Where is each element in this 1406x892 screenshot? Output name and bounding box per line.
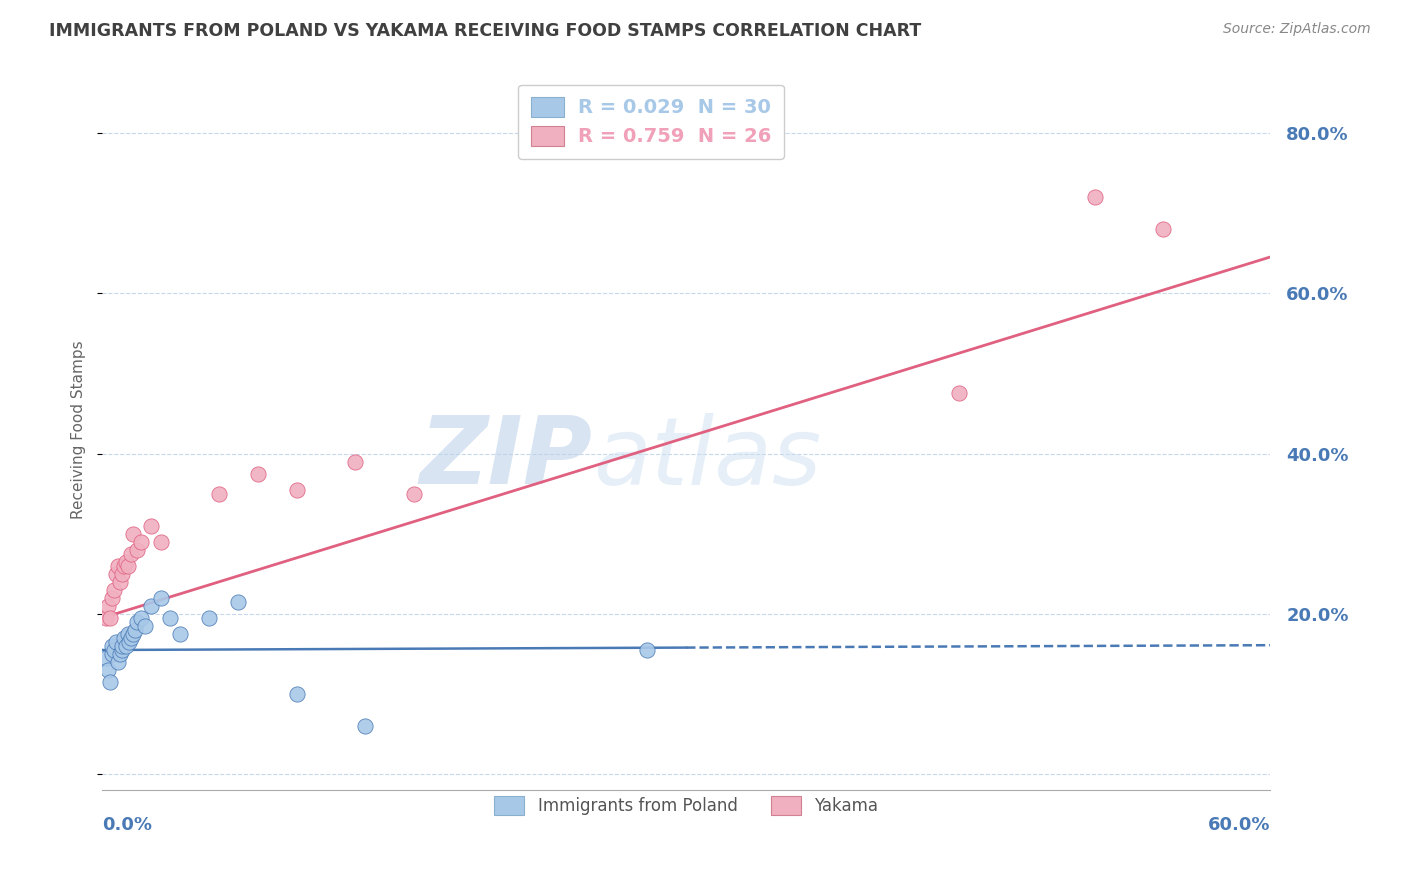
Point [208, 486, 231, 500]
Point [948, 386, 970, 401]
Point [127, 542, 149, 557]
Point [101, 591, 124, 605]
Point [139, 599, 162, 613]
Legend: Immigrants from Poland, Yakama: Immigrants from Poland, Yakama [488, 789, 884, 822]
Point [159, 611, 181, 625]
Point [127, 615, 149, 629]
Point [120, 547, 142, 561]
Point [118, 635, 141, 649]
Point [122, 627, 145, 641]
Text: IMMIGRANTS FROM POLAND VS YAKAMA RECEIVING FOOD STAMPS CORRELATION CHART: IMMIGRANTS FROM POLAND VS YAKAMA RECEIVI… [49, 22, 921, 40]
Point [98, 675, 121, 690]
Point [117, 558, 139, 573]
Point [139, 518, 162, 533]
Point [636, 643, 658, 657]
Point [344, 454, 367, 468]
Point [111, 643, 134, 657]
Point [114, 639, 136, 653]
Point [97, 599, 120, 613]
Point [285, 483, 308, 497]
Point [149, 591, 172, 605]
Point [101, 647, 124, 661]
Point [104, 635, 127, 649]
Point [94, 611, 117, 625]
Point [101, 639, 124, 653]
Text: atlas: atlas [593, 413, 821, 504]
Point [1084, 190, 1107, 204]
Point [134, 619, 156, 633]
Point [108, 647, 131, 661]
Text: 60.0%: 60.0% [1208, 815, 1270, 834]
Point [98, 611, 121, 625]
Point [111, 566, 134, 581]
Point [124, 623, 146, 637]
Text: 0.0%: 0.0% [103, 815, 152, 834]
Point [246, 467, 269, 481]
Point [129, 534, 152, 549]
Point [285, 687, 308, 701]
Point [117, 627, 139, 641]
Point [107, 655, 129, 669]
Point [228, 595, 250, 609]
Point [112, 558, 135, 573]
Point [94, 651, 117, 665]
Point [114, 555, 136, 569]
Point [111, 639, 134, 653]
Point [97, 663, 120, 677]
Point [129, 611, 152, 625]
Point [1152, 222, 1174, 236]
Point [354, 719, 377, 733]
Point [108, 574, 131, 589]
Point [169, 627, 191, 641]
Point [122, 526, 145, 541]
Point [103, 582, 125, 597]
Point [104, 566, 127, 581]
Point [103, 643, 125, 657]
Point [402, 486, 425, 500]
Point [120, 631, 142, 645]
Y-axis label: Receiving Food Stamps: Receiving Food Stamps [72, 340, 86, 519]
Point [149, 534, 172, 549]
Point [107, 558, 129, 573]
Point [112, 631, 135, 645]
Point [198, 611, 221, 625]
Text: Source: ZipAtlas.com: Source: ZipAtlas.com [1223, 22, 1371, 37]
Text: ZIP: ZIP [420, 412, 593, 504]
